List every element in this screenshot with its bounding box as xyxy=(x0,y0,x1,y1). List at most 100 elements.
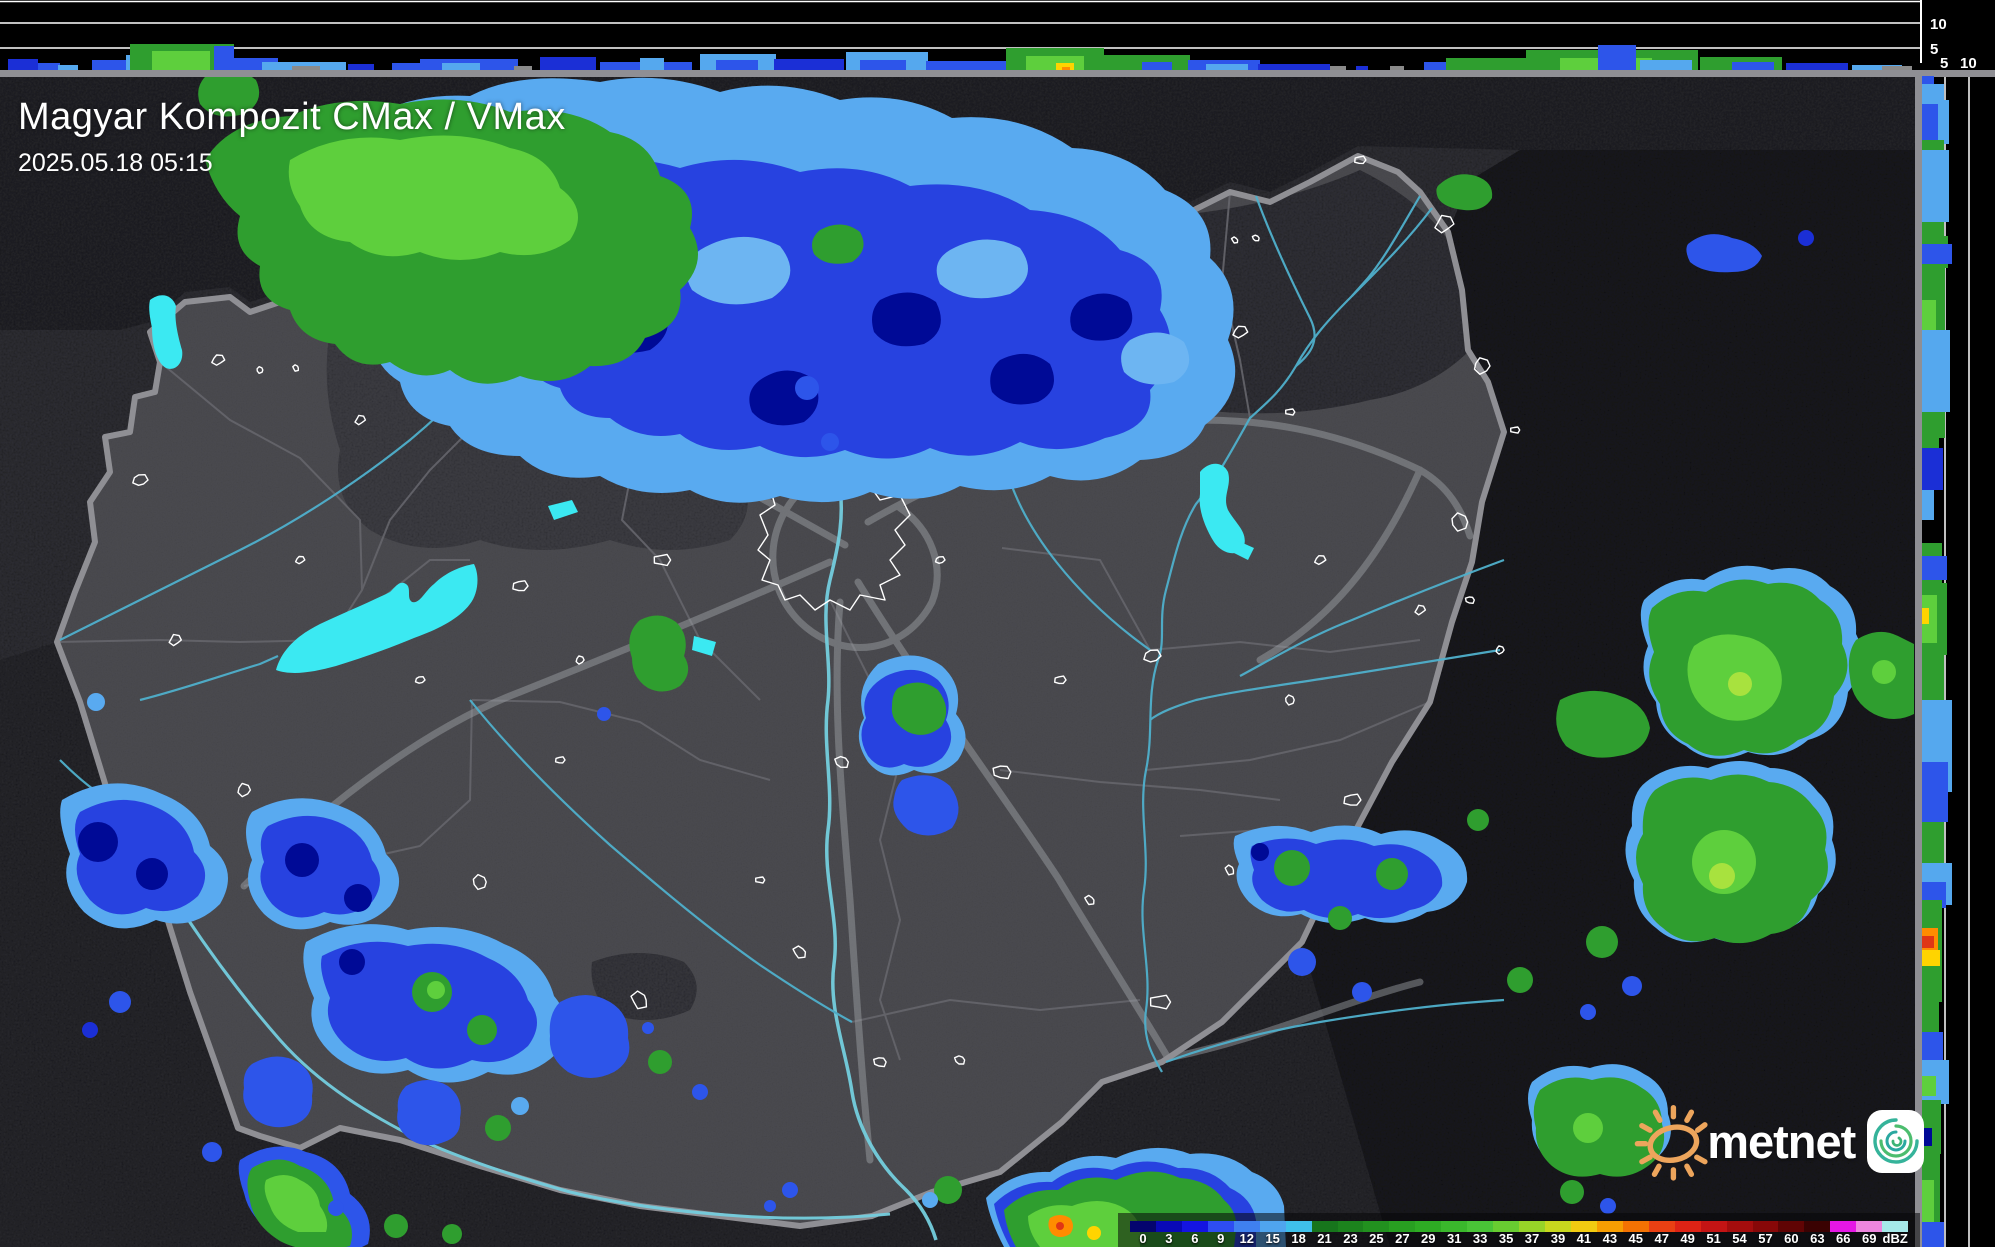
dbz-tick-label: 35 xyxy=(1498,1231,1514,1246)
dbz-tick-label: 23 xyxy=(1343,1231,1358,1246)
dbz-tick-label: 66 xyxy=(1836,1231,1851,1246)
timestamp: 2025.05.18 05:15 xyxy=(18,149,213,177)
dbz-tick-label: 51 xyxy=(1706,1231,1721,1246)
dbz-segment xyxy=(1648,1221,1675,1232)
dbz-tick-label: 18 xyxy=(1291,1231,1306,1246)
dbz-segment xyxy=(1674,1221,1701,1232)
dbz-segment xyxy=(1441,1221,1468,1232)
city-outline xyxy=(1313,555,1327,566)
city-outline xyxy=(1084,894,1095,906)
dbz-segment xyxy=(1622,1221,1649,1232)
lake-velence xyxy=(692,636,716,656)
dbz-segment xyxy=(1311,1221,1338,1232)
dbz-tick-label: 25 xyxy=(1369,1231,1384,1246)
dbz-segment xyxy=(1181,1221,1208,1232)
right-axis-label-5: 5 xyxy=(1940,55,1948,72)
dbz-segment xyxy=(1493,1221,1520,1232)
right-strip-echoes xyxy=(1922,76,1952,1247)
lake-tisza xyxy=(1199,463,1245,554)
dbz-segment xyxy=(1389,1221,1416,1232)
dbz-segment xyxy=(1233,1221,1260,1232)
metnet-app-icon xyxy=(1867,1109,1924,1173)
title-block: Magyar Kompozit CMax / VMax 2025.05.18 0… xyxy=(18,96,566,178)
dbz-tick-label: 33 xyxy=(1472,1231,1488,1246)
dbz-segment xyxy=(1207,1221,1234,1232)
dbz-segment xyxy=(1285,1221,1312,1232)
lake-balaton xyxy=(276,564,478,673)
city-outline xyxy=(1053,675,1067,685)
dbz-segment xyxy=(1882,1221,1909,1232)
city-outline xyxy=(992,765,1012,780)
dbz-segment xyxy=(1752,1221,1779,1232)
dbz-segment xyxy=(1830,1221,1857,1232)
dbz-segment xyxy=(1155,1221,1182,1232)
dbz-tick-label: 60 xyxy=(1784,1231,1799,1246)
dbz-tick-label: 3 xyxy=(1165,1231,1173,1246)
strip-divider-horizontal xyxy=(0,70,1995,77)
city-outline xyxy=(211,354,226,366)
city-outline xyxy=(1284,408,1296,416)
dbz-tick-label: 39 xyxy=(1550,1231,1566,1246)
top-strip-echoes xyxy=(8,44,1912,70)
city-outline xyxy=(792,945,807,959)
dbz-segment xyxy=(1363,1221,1390,1232)
dbz-tick-label: 0 xyxy=(1139,1231,1147,1246)
city-outline xyxy=(1251,234,1260,242)
city-outline xyxy=(755,876,766,884)
city-outline xyxy=(168,633,183,647)
city-outline xyxy=(1473,357,1491,375)
dbz-tick-label: 63 xyxy=(1810,1231,1825,1246)
city-outline xyxy=(414,676,426,684)
dbz-segment xyxy=(1856,1221,1883,1232)
dbz-tick-label: 9 xyxy=(1217,1231,1225,1246)
brand-name: metnet xyxy=(1707,1114,1856,1168)
dbz-segment xyxy=(1570,1221,1597,1232)
page-title: Magyar Kompozit CMax / VMax xyxy=(18,96,566,138)
city-outline xyxy=(237,782,252,798)
dbz-segment xyxy=(1467,1221,1494,1232)
city-outline xyxy=(953,1055,966,1065)
city-outline xyxy=(1353,155,1367,165)
city-outline xyxy=(1224,864,1235,876)
dbz-tick-label: 12 xyxy=(1239,1231,1254,1246)
city-outline xyxy=(472,873,487,891)
lakes xyxy=(149,295,1254,673)
dbz-segment xyxy=(1700,1221,1727,1232)
dbz-colorbar-segments xyxy=(1130,1221,1909,1232)
dbz-tick-label: 29 xyxy=(1421,1231,1436,1246)
dbz-segment xyxy=(1596,1221,1623,1232)
dbz-segment xyxy=(1778,1221,1805,1232)
metnet-logo: metnet xyxy=(1632,1098,1924,1184)
dbz-colorbar-labels: 0 3 6 9 12 15 18 21 23 25 27 29 31 33 35 37 39 41 43 45 47 49… xyxy=(1130,1232,1908,1246)
dbz-segment xyxy=(1726,1221,1753,1232)
city-outline xyxy=(294,555,306,565)
dbz-tick-label: 57 xyxy=(1758,1231,1773,1246)
radar-echoes xyxy=(60,70,1914,1247)
top-axis-label-10: 10 xyxy=(1930,16,1947,33)
dbz-tick-label: 15 xyxy=(1265,1231,1280,1246)
dbz-tick-label: 45 xyxy=(1628,1231,1644,1246)
city-outline xyxy=(1414,604,1427,616)
dbz-tick-label: 21 xyxy=(1317,1231,1332,1246)
city-outline xyxy=(1509,426,1521,434)
city-outline xyxy=(834,755,849,768)
city-outline xyxy=(653,553,672,567)
city-outline xyxy=(256,366,264,374)
dbz-tick-label: 49 xyxy=(1680,1231,1695,1246)
city-outline xyxy=(554,756,566,764)
dbz-segment xyxy=(1259,1221,1286,1232)
dbz-tick-label: 69 xyxy=(1861,1231,1877,1246)
city-outline xyxy=(1464,596,1476,604)
city-outline xyxy=(1284,694,1295,706)
city-outline xyxy=(630,990,648,1010)
dbz-tick-label: 6 xyxy=(1191,1231,1199,1246)
budapest-outline xyxy=(757,461,911,611)
sun-icon xyxy=(1634,1104,1708,1181)
city-outline xyxy=(1495,645,1505,655)
city-outline xyxy=(1434,214,1455,234)
dbz-segment xyxy=(1415,1221,1442,1232)
city-outline xyxy=(873,1057,887,1068)
dbz-segment xyxy=(1130,1221,1156,1232)
